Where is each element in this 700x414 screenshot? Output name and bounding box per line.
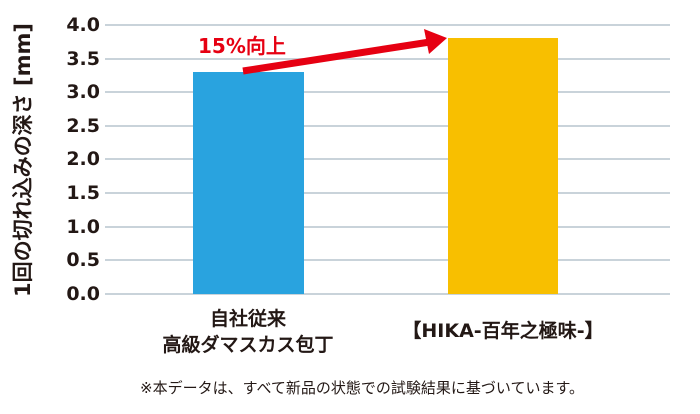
y-tick: 1.0 [66,216,100,238]
y-tick: 2.0 [66,148,100,170]
x-label-hika: 【HIKA-百年之極味-】 [383,318,623,344]
x-label-line: 高級ダマスカス包丁 [162,334,334,356]
y-tick: 1.5 [66,182,100,204]
y-tick: 4.0 [66,14,100,36]
gridline [105,91,670,93]
y-tick: 0.0 [66,283,100,305]
bar-conventional [193,72,304,294]
gridline [105,58,670,60]
x-label-line: 【HIKA-百年之極味-】 [402,320,604,342]
y-tick: 3.0 [66,81,100,103]
gridline [105,125,670,127]
y-tick: 3.5 [66,48,100,70]
bar-hika [448,38,558,294]
x-label-line: 自社従来 [209,308,286,330]
gridline [105,24,670,26]
x-axis-baseline [105,293,670,295]
improvement-annotation: 15%向上 [198,34,286,58]
gridline [105,192,670,194]
x-label-conventional: 自社従来 高級ダマスカス包丁 [138,306,358,358]
gridline [105,158,670,160]
gridline [105,259,670,261]
y-tick: 0.5 [66,249,100,271]
y-tick: 2.5 [66,115,100,137]
footnote: ※本データは、すべて新品の状態での試験結果に基づいています。 [140,379,584,397]
gridline [105,226,670,228]
